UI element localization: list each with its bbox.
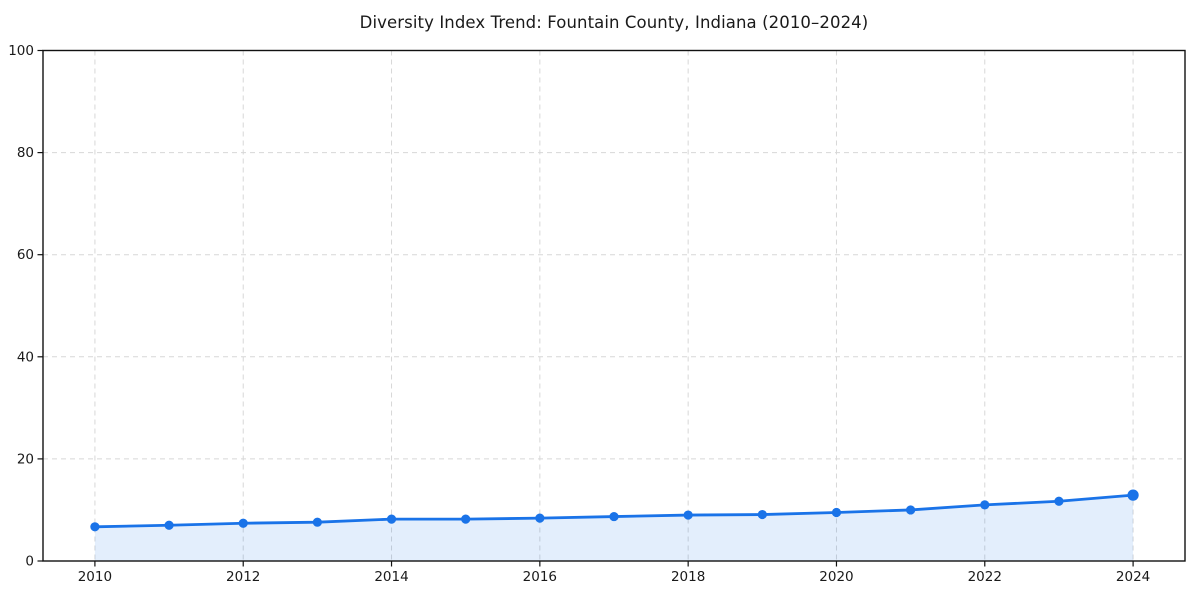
data-point-2012 [238,518,248,528]
y-tick-label-60: 60 [17,247,34,263]
y-tick-label-100: 100 [8,43,34,59]
data-point-2018 [683,510,693,520]
data-point-2011 [164,520,174,530]
x-tick-label-2020: 2020 [819,569,853,585]
x-tick-label-2012: 2012 [226,569,260,585]
x-tick-label-2016: 2016 [523,569,557,585]
data-point-2017 [609,511,619,522]
data-point-2014 [386,514,397,524]
x-tick-label-2018: 2018 [671,569,705,585]
x-tick-label-2022: 2022 [968,569,1002,585]
x-tick-label-2024: 2024 [1116,569,1150,585]
y-tick-label-20: 20 [17,451,34,467]
data-point-2019 [757,509,767,520]
data-point-2022 [980,500,990,510]
data-point-2021 [906,505,916,515]
y-tick-label-40: 40 [17,349,34,365]
x-tick-label-2010: 2010 [78,569,112,585]
plot-border [42,49,1186,562]
chart-title: Diversity Index Trend: Fountain County, … [359,13,869,32]
y-tick-label-80: 80 [17,145,34,161]
data-point-2013 [312,517,322,527]
data-point-2023 [1054,496,1064,506]
data-point-2020 [831,507,842,518]
data-point-2024 [1127,489,1139,501]
y-tick-label-0: 0 [25,554,34,570]
data-point-2010 [90,522,100,532]
x-tick-label-2014: 2014 [374,569,408,585]
data-point-2015 [461,514,471,524]
data-point-2016 [535,513,545,523]
